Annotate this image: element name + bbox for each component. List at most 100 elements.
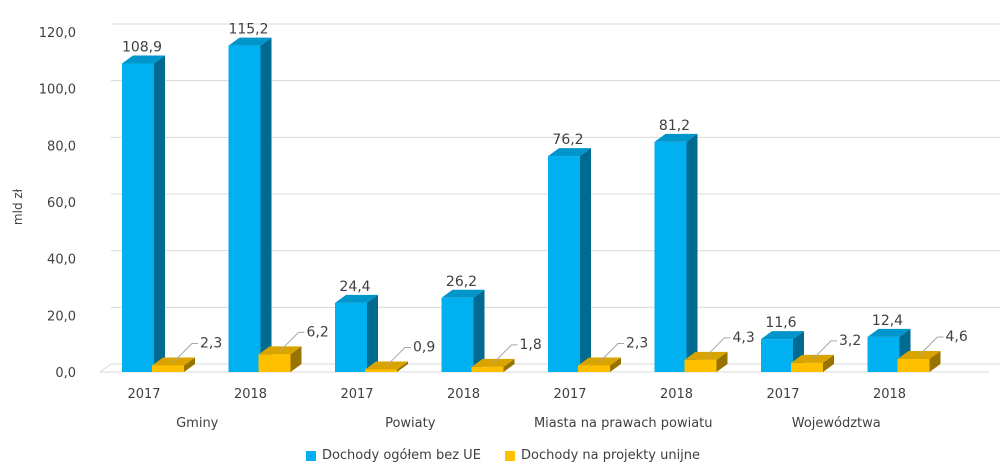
bar-front — [335, 302, 367, 372]
bar-series-2 — [791, 354, 834, 372]
bar-front — [152, 365, 184, 372]
bar-top — [122, 55, 165, 64]
bar-series-2 — [365, 361, 408, 372]
bar-front — [654, 141, 687, 372]
x-tick-label-year: 2018 — [234, 387, 267, 402]
x-group-label: Powiaty — [385, 416, 436, 431]
x-axis: 2017 2018 2017 2018 2017 2018 2017 2018 Gminy Pow… — [127, 387, 906, 431]
leader-line — [386, 346, 411, 366]
bar-side — [580, 148, 591, 372]
bar-side — [290, 346, 302, 372]
data-label-series-1: 11,6 — [765, 315, 796, 331]
data-label-series-2: 2,3 — [626, 335, 648, 351]
x-group-label: Województwa — [792, 416, 881, 431]
bar-side — [473, 289, 485, 372]
legend-label-series-1: Dochody ogółem bez UE — [321, 448, 481, 463]
data-label-series-2: 4,3 — [733, 330, 755, 346]
data-label-series-1: 12,4 — [872, 313, 903, 329]
bar-series-1 — [335, 294, 378, 372]
bar-series-1 — [122, 55, 165, 372]
data-label-series-2: 3,2 — [839, 333, 861, 349]
legend-swatch-series-2 — [505, 450, 516, 461]
bar-side — [397, 361, 408, 372]
bar-side — [367, 294, 378, 372]
bar-front — [897, 358, 930, 372]
bar-side — [929, 350, 941, 372]
bar-front — [791, 362, 823, 372]
x-group-label: Miasta na prawach powiatu — [534, 416, 713, 431]
bar-series-1 — [441, 289, 485, 372]
x-group-label: Gminy — [176, 416, 219, 431]
x-tick-label-year: 2018 — [660, 387, 693, 402]
bar-side — [823, 354, 834, 372]
bar-series-1 — [228, 37, 272, 372]
bar-side — [686, 133, 698, 372]
data-label-series-1: 115,2 — [228, 22, 268, 38]
bars — [122, 37, 941, 372]
bar-side — [610, 357, 621, 372]
leader-line — [812, 340, 837, 360]
data-label-series-2: 2,3 — [200, 335, 222, 351]
bar-front — [258, 354, 291, 372]
data-label-series-1: 76,2 — [552, 132, 583, 148]
bar-front — [471, 366, 504, 372]
data-labels: 108,9 2,3 115,2 6,2 24,4 0,9 26,2 1,8 76,2 2,3 81,… — [122, 22, 968, 366]
leader-line — [280, 331, 305, 351]
y-tick-label: 100,0 — [39, 83, 76, 98]
legend-item-series-2: Dochody na projekty unijne — [505, 448, 700, 463]
bar-side — [716, 351, 728, 372]
x-tick-label-year: 2017 — [340, 387, 373, 402]
data-label-series-1: 24,4 — [339, 279, 370, 295]
x-tick-label-year: 2018 — [447, 387, 480, 402]
x-tick-label-year: 2017 — [553, 387, 586, 402]
bar-front — [441, 297, 474, 372]
bar-top — [258, 346, 302, 355]
legend-item-series-1: Dochody ogółem bez UE — [305, 448, 481, 463]
y-tick-label: 20,0 — [47, 309, 76, 324]
bar-top — [335, 294, 378, 303]
data-label-series-1: 26,2 — [446, 274, 477, 290]
bar-top — [654, 133, 698, 142]
bar-top — [471, 358, 515, 367]
data-label-series-2: 4,6 — [946, 329, 968, 345]
bar-front — [365, 369, 397, 372]
bar-front — [867, 336, 900, 372]
leader-line — [173, 342, 198, 362]
leader-line — [493, 344, 518, 364]
bar-series-2 — [258, 346, 302, 372]
bar-top — [365, 361, 408, 370]
bar-series-1 — [548, 148, 591, 372]
bar-front — [761, 339, 793, 372]
bar-series-2 — [578, 357, 621, 372]
leader-line — [706, 337, 731, 357]
x-tick-label-year: 2017 — [127, 387, 160, 402]
bar-top — [897, 350, 941, 359]
bar-side — [184, 357, 195, 372]
data-label-series-2: 0,9 — [413, 339, 435, 355]
legend: Dochody ogółem bez UE Dochody na projekt… — [0, 448, 1006, 465]
bar-series-2 — [684, 351, 728, 372]
x-tick-label-year: 2017 — [766, 387, 799, 402]
bar-front — [122, 63, 154, 372]
data-label-series-2: 6,2 — [307, 324, 329, 340]
bar-top — [548, 148, 591, 157]
bar-side — [260, 37, 272, 372]
legend-swatch-series-1 — [305, 450, 316, 461]
y-axis: 0,0 20,0 40,0 60,0 80,0 100,0 120,0 — [39, 26, 76, 381]
bar-top — [578, 357, 621, 366]
bar-front — [578, 365, 610, 372]
bar-top — [441, 289, 485, 298]
bar-side — [154, 55, 165, 372]
bar-front — [684, 359, 717, 372]
floor-edge — [99, 363, 112, 373]
data-label-series-1: 108,9 — [122, 39, 162, 55]
bar-front — [548, 156, 580, 372]
bar-top — [867, 328, 911, 337]
x-tick-label-year: 2018 — [873, 387, 906, 402]
leader-line — [599, 342, 624, 362]
data-label-series-2: 1,8 — [520, 337, 542, 353]
bar-series-2 — [897, 350, 941, 372]
bar-series-1 — [654, 133, 698, 372]
y-tick-label: 60,0 — [47, 196, 76, 211]
legend-label-series-2: Dochody na projekty unijne — [521, 448, 701, 463]
